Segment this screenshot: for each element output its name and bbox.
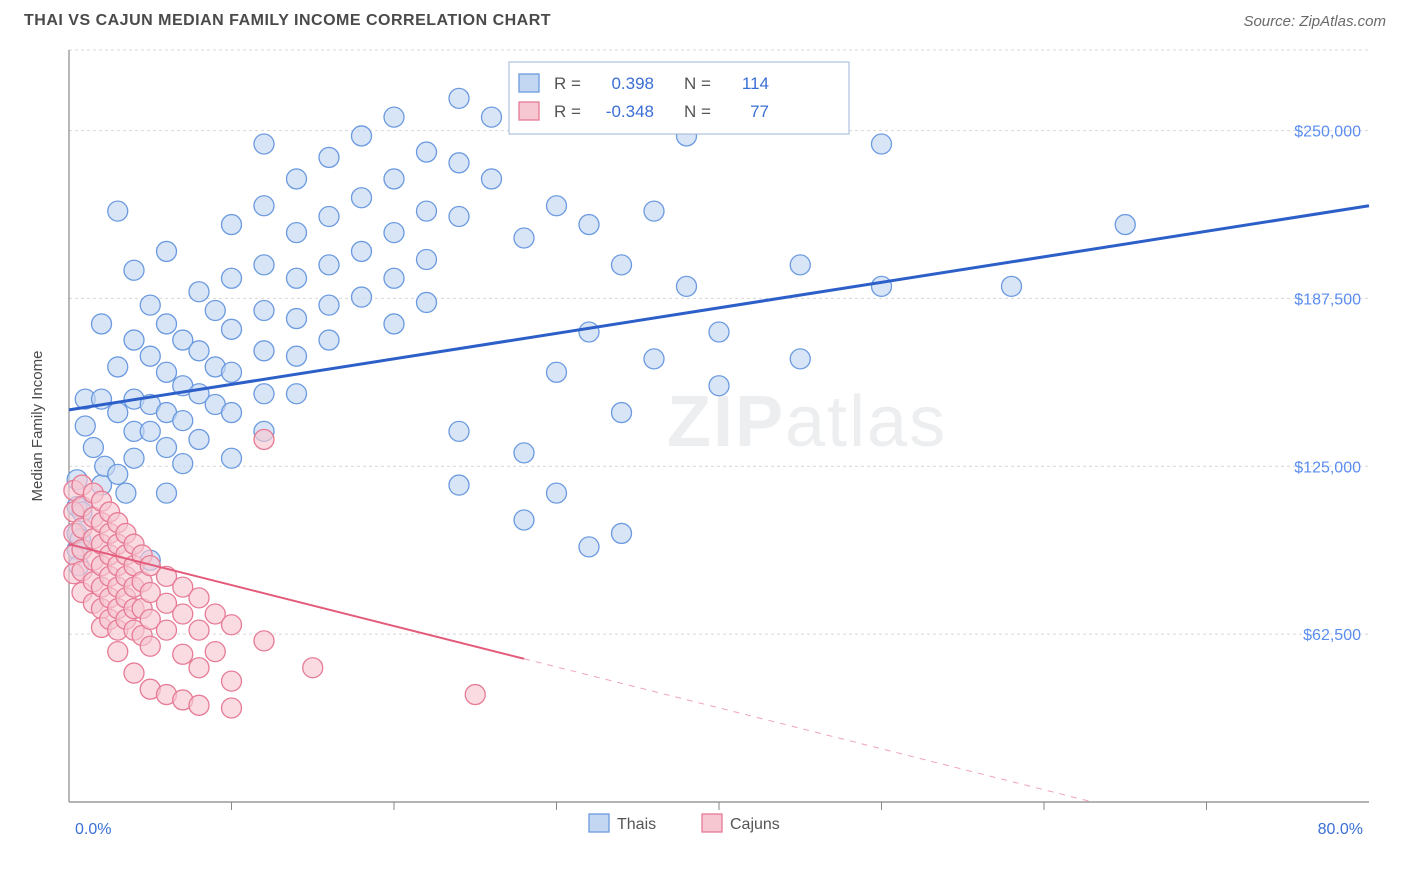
svg-text:Cajuns: Cajuns bbox=[730, 816, 780, 833]
chart-area: $62,500 $125,000 $187,500 $250,000 0.0% 80.0%… bbox=[24, 42, 1386, 862]
svg-text:R =: R = bbox=[554, 102, 581, 121]
svg-text:R =: R = bbox=[554, 74, 581, 93]
svg-text:114: 114 bbox=[742, 74, 769, 93]
svg-text:N =: N = bbox=[684, 74, 711, 93]
svg-text:-0.348: -0.348 bbox=[606, 102, 654, 121]
svg-text:Thais: Thais bbox=[617, 816, 656, 833]
chart-title: THAI VS CAJUN MEDIAN FAMILY INCOME CORRE… bbox=[24, 12, 551, 30]
svg-text:Median Family Income: Median Family Income bbox=[29, 351, 46, 502]
svg-text:$125,000: $125,000 bbox=[1294, 459, 1361, 476]
source-attribution: Source: ZipAtlas.com bbox=[1243, 13, 1386, 30]
svg-text:$187,500: $187,500 bbox=[1294, 291, 1361, 308]
svg-text:$62,500: $62,500 bbox=[1303, 627, 1361, 644]
scatter-chart-svg: $62,500 $125,000 $187,500 $250,000 0.0% 80.0%… bbox=[24, 42, 1386, 862]
svg-text:80.0%: 80.0% bbox=[1318, 821, 1363, 838]
svg-text:N =: N = bbox=[684, 102, 711, 121]
svg-text:77: 77 bbox=[750, 102, 769, 121]
svg-text:0.0%: 0.0% bbox=[75, 821, 111, 838]
svg-text:0.398: 0.398 bbox=[611, 74, 654, 93]
svg-text:$250,000: $250,000 bbox=[1294, 124, 1361, 141]
